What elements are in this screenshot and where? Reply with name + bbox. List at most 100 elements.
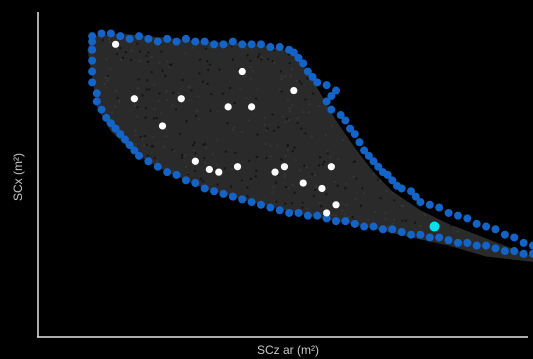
cloud-point — [166, 98, 169, 102]
cloud-point — [146, 154, 150, 157]
cloud-point — [284, 185, 288, 189]
cloud-point — [325, 193, 328, 196]
cloud-point — [187, 85, 191, 89]
boundary-point — [228, 192, 237, 201]
cloud-point — [109, 68, 112, 71]
selected-point — [205, 165, 213, 174]
cloud-point — [314, 173, 317, 177]
cloud-point — [245, 97, 248, 100]
boundary-point — [88, 37, 97, 46]
boundary-point — [519, 249, 528, 258]
cloud-point — [231, 167, 234, 171]
x-axis-title: SCz ar (m²) — [257, 343, 319, 357]
cloud-point — [263, 123, 267, 127]
boundary-point — [369, 157, 378, 166]
cloud-point — [113, 105, 117, 109]
cloud-point — [184, 52, 187, 55]
boundary-point — [510, 247, 519, 256]
boundary-point — [500, 230, 509, 239]
cloud-point — [300, 82, 303, 85]
cloud-point — [329, 155, 332, 158]
cloud-point — [138, 50, 142, 53]
cloud-point — [318, 155, 322, 159]
cloud-point — [392, 218, 396, 222]
cloud-point — [298, 169, 301, 172]
cloud-point — [136, 42, 139, 45]
cloud-point — [306, 207, 309, 210]
cloud-point — [288, 61, 291, 65]
cloud-point — [203, 156, 206, 160]
cloud-point — [359, 204, 363, 208]
cloud-point — [272, 129, 276, 133]
cloud-point — [293, 191, 296, 194]
highlight-point — [429, 221, 440, 232]
cloud-point — [354, 177, 358, 180]
y-axis-title: SCx (m²) — [11, 153, 25, 201]
boundary-point — [407, 187, 416, 196]
boundary-point — [294, 53, 303, 62]
cloud-point — [256, 55, 260, 59]
boundary-point — [416, 198, 425, 207]
boundary-point — [135, 151, 144, 160]
cloud-point — [276, 144, 279, 147]
cloud-point — [269, 144, 272, 148]
boundary-point — [97, 105, 106, 114]
boundary-point — [327, 92, 336, 100]
boundary-point — [425, 233, 434, 242]
cloud-point — [216, 110, 219, 113]
boundary-point — [210, 187, 219, 196]
cloud-point — [244, 75, 247, 78]
cloud-point — [249, 77, 253, 80]
boundary-point — [360, 146, 369, 155]
cloud-point — [255, 155, 259, 159]
boundary-point — [181, 34, 190, 43]
cloud-point — [119, 58, 123, 61]
cloud-point — [402, 204, 405, 208]
boundary-point — [106, 119, 115, 128]
cloud-point — [190, 89, 193, 92]
cloud-point — [272, 185, 275, 189]
boundary-point — [153, 37, 162, 46]
cloud-point — [284, 120, 287, 124]
boundary-point — [529, 249, 533, 258]
boundary-point — [341, 116, 350, 125]
boundary-point — [491, 225, 500, 234]
boundary-point — [529, 241, 533, 250]
cloud-point — [186, 171, 189, 175]
selected-point — [224, 103, 232, 111]
selected-point — [215, 168, 223, 176]
cloud-point — [296, 117, 299, 120]
cloud-point — [171, 103, 174, 107]
cloud-point — [166, 60, 169, 63]
cloud-point — [191, 46, 195, 49]
boundary-point — [247, 198, 256, 207]
cloud-point — [313, 188, 317, 192]
cloud-point — [307, 111, 310, 114]
cloud-point — [215, 163, 218, 166]
cloud-point — [289, 74, 293, 77]
cloud-point — [296, 79, 299, 83]
cloud-point — [143, 134, 146, 138]
cloud-point — [324, 133, 328, 137]
boundary-point — [88, 56, 97, 65]
cloud-point — [351, 215, 354, 219]
boundary-point — [472, 241, 481, 250]
cloud-point — [101, 39, 105, 42]
cloud-point — [144, 107, 148, 110]
boundary-point — [88, 67, 97, 76]
cloud-point — [249, 59, 252, 62]
selected-point — [327, 163, 335, 171]
selected-point — [299, 179, 307, 187]
cloud-point — [291, 149, 295, 153]
cloud-point — [124, 50, 128, 54]
boundary-point — [97, 29, 106, 38]
boundary-point — [397, 184, 406, 193]
cloud-point — [318, 201, 321, 205]
cloud-point — [153, 108, 156, 111]
cloud-point — [148, 88, 151, 91]
cloud-point — [146, 60, 150, 64]
cloud-point — [121, 56, 125, 60]
boundary-point — [125, 140, 134, 149]
boundary-point — [200, 37, 209, 46]
cloud-point — [134, 143, 138, 146]
